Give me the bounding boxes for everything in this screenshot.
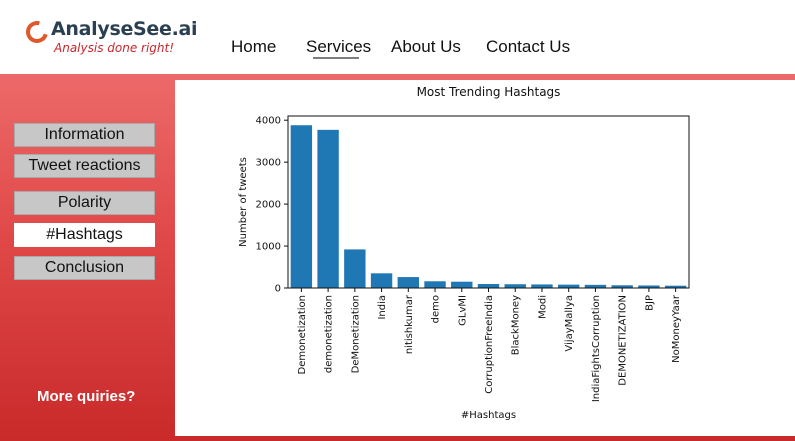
x-tick-label: demonetization <box>324 295 335 373</box>
sidebar-item-tweet-reactions[interactable]: Tweet reactions <box>14 154 155 178</box>
chart-bar <box>584 284 607 288</box>
x-tick-label: NoMoneyYaar <box>671 294 682 363</box>
y-tick-label: 0 <box>275 284 281 295</box>
site-header: AnalyseSee.ai Analysis done right! Home … <box>0 0 795 74</box>
chart-bar <box>504 284 526 288</box>
plot-frame <box>287 115 690 289</box>
y-tick-label: 3000 <box>256 158 281 169</box>
chart-bar <box>397 277 419 288</box>
chart-bar <box>531 284 553 288</box>
y-tick-label: 2000 <box>256 200 281 211</box>
more-queries-link[interactable]: More quiries? <box>37 388 136 405</box>
x-tick-label: IndiaFightsCorruption <box>591 295 602 402</box>
y-tick-label: 4000 <box>256 116 281 127</box>
x-tick-label: DeMonetization <box>350 295 361 373</box>
x-tick-label: BlackMoney <box>511 295 522 355</box>
chart-bar <box>317 129 339 288</box>
x-tick-label: BJP <box>644 295 655 311</box>
x-tick-label: Demonetization <box>297 295 308 374</box>
chart-bar <box>451 281 473 288</box>
chart-panel: Most Trending Hashtags Demonetization demo… <box>175 80 795 436</box>
chart-bar <box>344 249 366 288</box>
chart-bar <box>558 284 580 288</box>
nav-contact-us[interactable]: Contact Us <box>486 37 571 56</box>
logo-name: AnalyseSee.ai <box>51 18 198 40</box>
x-tick-label: nitishkumar <box>404 294 415 354</box>
x-tick-label: DEMONETIZATION <box>618 295 629 386</box>
chart-bar <box>424 281 446 288</box>
sidebar-item-information[interactable]: Information <box>14 123 155 147</box>
sidebar-item-conclusion[interactable]: Conclusion <box>14 256 155 280</box>
nav-home[interactable]: Home <box>231 37 277 56</box>
x-tick-label: CorruptionFreeIndia <box>484 295 495 394</box>
chart-bar <box>611 285 633 288</box>
hashtag-bar-chart: Most Trending Hashtags Demonetization demo… <box>238 85 690 421</box>
nav-about-us[interactable]: About Us <box>391 37 461 56</box>
chart-bar <box>638 285 660 288</box>
x-tick-label: Modi <box>537 295 548 319</box>
x-axis-label: #Hashtags <box>461 410 516 421</box>
chart-title: Most Trending Hashtags <box>417 85 561 99</box>
sidebar-item-hashtags[interactable]: #Hashtags <box>14 223 155 247</box>
y-tick-label: 1000 <box>256 242 281 253</box>
chart-bar <box>290 125 313 288</box>
logo-ring-icon <box>21 16 53 48</box>
chart-bar <box>370 273 393 288</box>
nav-services[interactable]: Services <box>306 37 372 56</box>
chart-bar <box>664 285 687 288</box>
x-tick-label: VijayMallya <box>564 295 575 352</box>
y-axis-label: Number of tweets <box>238 157 249 247</box>
logo[interactable]: AnalyseSee.ai Analysis done right! <box>21 16 198 60</box>
nav-active-underline <box>313 57 359 59</box>
x-tick-label: India <box>377 295 388 320</box>
sidebar-item-polarity[interactable]: Polarity <box>14 191 155 215</box>
logo-tagline: Analysis done right! <box>54 41 175 55</box>
x-tick-label: GLvMI <box>457 295 468 326</box>
x-tick-label: demo <box>431 295 442 323</box>
chart-bar <box>477 284 500 288</box>
